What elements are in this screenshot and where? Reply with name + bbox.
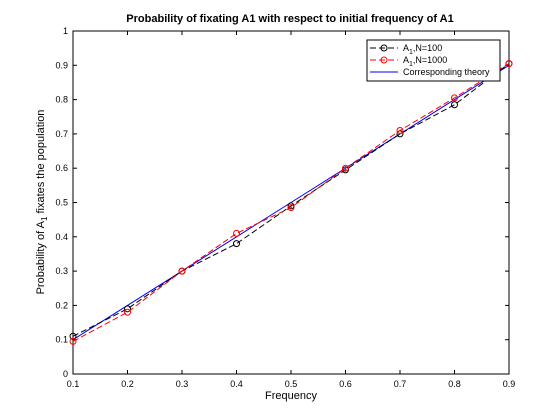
x-tick-label: 0.1 — [67, 379, 80, 389]
axis-ticks: 0.1 0.2 0.3 0.4 0.5 0.6 0.7 0.8 0.900.10.20.30.4… — [55, 26, 515, 389]
y-tick-label: 0 — [63, 369, 68, 379]
legend-label-text: A — [403, 43, 409, 53]
data-point — [451, 101, 458, 109]
data-point — [451, 94, 458, 102]
legend-label: Corresponding theory — [403, 67, 490, 77]
data-point — [287, 204, 295, 212]
legend-marker — [380, 56, 388, 64]
data-point — [233, 229, 240, 237]
x-tick-label: 0.4 — [230, 379, 243, 389]
data-point — [396, 126, 404, 134]
series-line — [72, 63, 510, 337]
data-point — [178, 267, 186, 275]
y-tick-label: 0.5 — [55, 198, 68, 208]
y-tick-label: 0.3 — [55, 266, 68, 276]
y-tick-label: 0.8 — [55, 95, 68, 105]
legend-label-subscript: 1 — [409, 49, 413, 56]
data-point — [233, 240, 240, 248]
y-axis-label-subscript: 1 — [40, 216, 49, 221]
x-tick-label: 0.7 — [394, 379, 407, 389]
legend-marker — [380, 44, 388, 52]
data-point — [124, 308, 131, 316]
x-axis-label: Frequency — [265, 390, 317, 402]
y-tick-label: 0.2 — [55, 300, 68, 310]
x-tick-label: 0.5 — [285, 379, 298, 389]
series-layer — [69, 60, 513, 345]
y-axis-label: Probability of A1 fixates the population — [35, 110, 49, 295]
y-tick-label: 0.7 — [55, 129, 68, 139]
chart-title: Probability of fixating A1 with respect … — [126, 13, 453, 25]
y-tick-label: 0.6 — [55, 163, 68, 173]
legend-label-text: Corresponding theory — [403, 67, 490, 77]
y-tick-label: 1 — [63, 26, 68, 36]
y-tick-label: 0.9 — [55, 60, 68, 70]
y-tick-label: 0.4 — [55, 232, 68, 242]
data-point — [69, 337, 77, 345]
data-point — [124, 305, 131, 313]
legend-label-suffix: ,N=1000 — [413, 55, 447, 65]
x-tick-label: 0.6 — [339, 379, 352, 389]
legend-label-text: A — [403, 55, 409, 65]
legend-label: A1,N=1000 — [403, 55, 447, 68]
legend-label-subscript: 1 — [409, 61, 413, 68]
legend-label: A1,N=100 — [403, 43, 442, 56]
y-axis-label-prefix: Probability of A — [35, 220, 47, 294]
x-tick-label: 0.8 — [448, 379, 461, 389]
y-axis-label-suffix: fixates the population — [35, 110, 47, 217]
x-tick-label: 0.9 — [503, 379, 516, 389]
data-point — [69, 332, 77, 340]
series-line — [72, 63, 510, 342]
data-point — [505, 60, 513, 68]
x-tick-label: 0.3 — [176, 379, 189, 389]
y-tick-label: 0.1 — [55, 335, 68, 345]
legend-label-suffix: ,N=100 — [413, 43, 442, 53]
x-tick-label: 0.2 — [121, 379, 134, 389]
data-point — [342, 164, 349, 172]
